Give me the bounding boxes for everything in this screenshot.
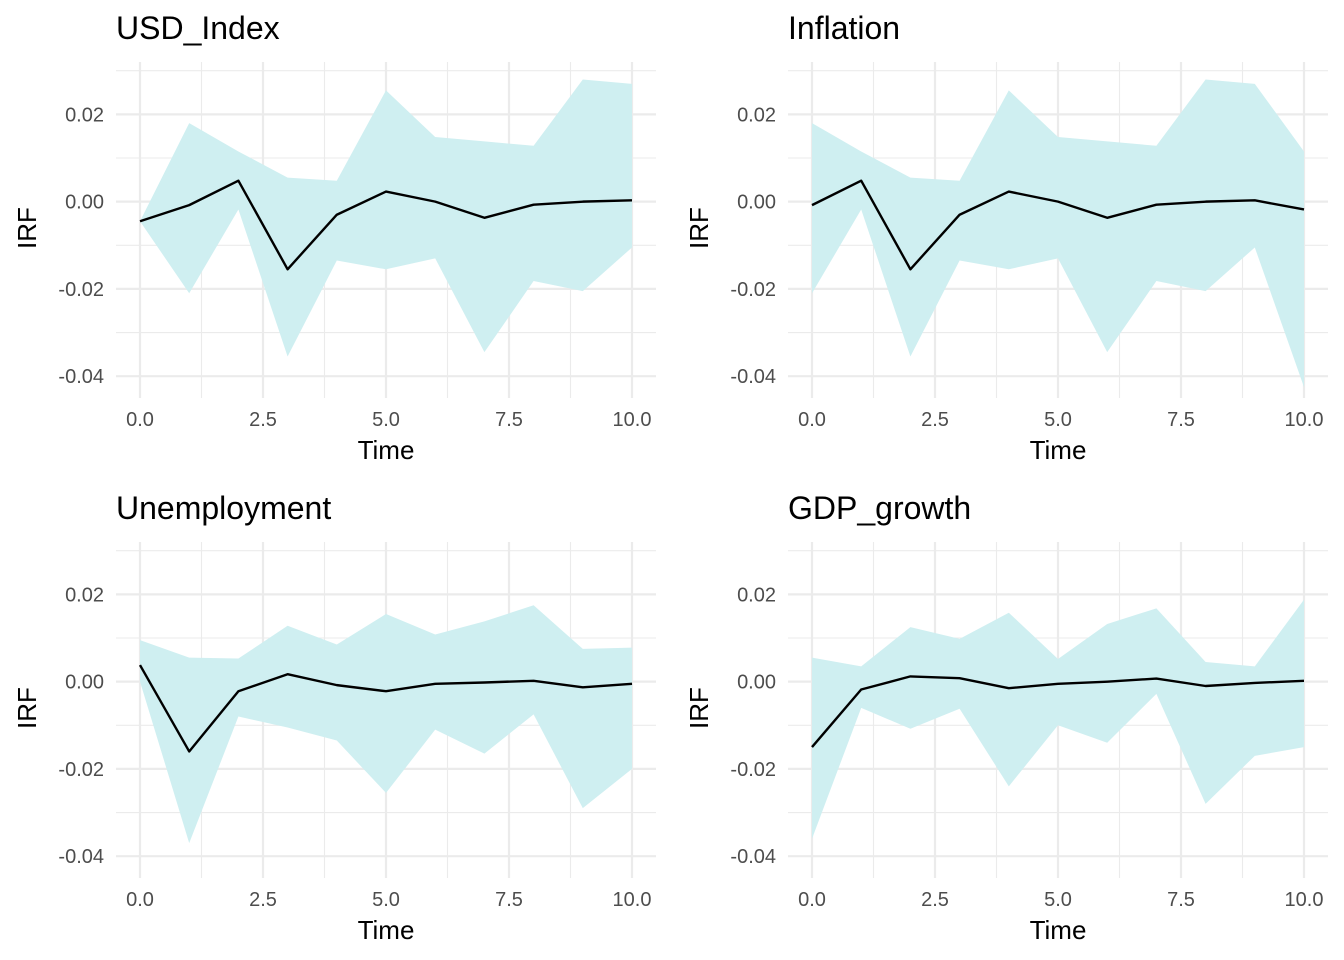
y-axis-title: IRF [684, 207, 714, 249]
y-tick-label: 0.00 [737, 192, 776, 214]
facet-gdp-growth: GDP_growth 0.0 2.5 5.0 7.5 10.0-0.04-0.020.0… [684, 490, 1328, 945]
y-tick-label: 0.02 [65, 104, 104, 126]
panel-title: Unemployment [116, 490, 331, 526]
y-tick-label: 0.00 [737, 672, 776, 694]
x-tick-label: 7.5 [1167, 409, 1195, 431]
x-tick-label: 5.0 [1044, 409, 1072, 431]
plot-panel: 0.0 2.5 5.0 7.5 10.0 -0.04 -0.02 0.00 0.02 [58, 62, 656, 431]
y-tick-label: -0.04 [58, 846, 104, 868]
confidence-band [140, 79, 632, 357]
x-tick-label: 0.0 [126, 409, 154, 431]
y-tick-label: 0.00 [65, 672, 104, 694]
x-axis-title: Time [1030, 435, 1087, 465]
confidence-band [812, 599, 1304, 839]
irf-line [811, 675, 1305, 748]
x-tick-label: 2.5 [921, 889, 949, 911]
x-tick-label: 2.5 [921, 409, 949, 431]
panel-title: Inflation [788, 10, 900, 46]
x-tick-label: 2.5 [249, 889, 277, 911]
y-axis-title: IRF [12, 687, 42, 729]
plot-panel: 0.0 2.5 5.0 7.5 10.0 -0.04 -0.02 0.00 0.02 [58, 542, 656, 911]
confidence-band [140, 605, 632, 844]
panel-title: USD_Index [116, 10, 280, 46]
facet-usd-index: USD_Index 0.0 2.5 5.0 7.5 10.0 -0.04 -0.02 0.00… [12, 10, 656, 465]
x-tick-label: 0.0 [126, 889, 154, 911]
y-tick-label: -0.02 [730, 759, 776, 781]
plot-panel: 0.0 2.5 5.0 7.5 10.0 -0.04 -0.02 0.00 0.02 [730, 62, 1328, 431]
x-tick-label: 0.0 [798, 889, 826, 911]
facet-inflation: Inflation 0.0 2.5 5.0 7.5 10.0 -0.04 -0.02 0.00… [684, 10, 1328, 465]
y-tick-label: -0.04 [730, 366, 776, 388]
x-axis-title: Time [358, 915, 415, 945]
x-axis-title: Time [358, 435, 415, 465]
y-axis-title: IRF [684, 687, 714, 729]
y-tick-label: -0.02 [58, 759, 104, 781]
x-tick-label: 10.0 [1285, 889, 1324, 911]
x-tick-label: 10.0 [613, 409, 652, 431]
y-tick-label: -0.04 [58, 366, 104, 388]
panel-title: GDP_growth [788, 490, 971, 526]
irf-line [138, 664, 633, 753]
x-tick-label: 0.0 [798, 409, 826, 431]
plot-panel: 0.0 2.5 5.0 7.5 10.0 -0.04 -0.02 0.00 0.02 [730, 542, 1328, 911]
x-tick-label: 7.5 [495, 889, 523, 911]
y-tick-label: 0.02 [65, 584, 104, 606]
x-tick-label: 7.5 [1167, 889, 1195, 911]
x-tick-label: 5.0 [372, 889, 400, 911]
x-tick-label: 5.0 [1044, 889, 1072, 911]
x-tick-label: 2.5 [249, 409, 277, 431]
x-tick-label: 7.5 [495, 409, 523, 431]
irf-line [811, 179, 1305, 271]
y-tick-label: 0.00 [65, 192, 104, 214]
y-tick-label: 0.02 [737, 104, 776, 126]
x-axis-title: Time [1030, 915, 1087, 945]
x-tick-label: 10.0 [613, 889, 652, 911]
y-tick-label: 0.02 [737, 584, 776, 606]
x-tick-label: 5.0 [372, 409, 400, 431]
y-tick-label: -0.04 [730, 846, 776, 868]
y-axis-title: IRF [12, 207, 42, 249]
y-tick-label: -0.02 [58, 279, 104, 301]
facet-unemployment: Unemployment 0.0 2.5 5.0 7.5 10.0-0.04-0.020… [12, 490, 656, 945]
irf-line [139, 179, 633, 271]
y-tick-label: -0.02 [730, 279, 776, 301]
confidence-band [812, 79, 1304, 388]
x-tick-label: 10.0 [1285, 409, 1324, 431]
